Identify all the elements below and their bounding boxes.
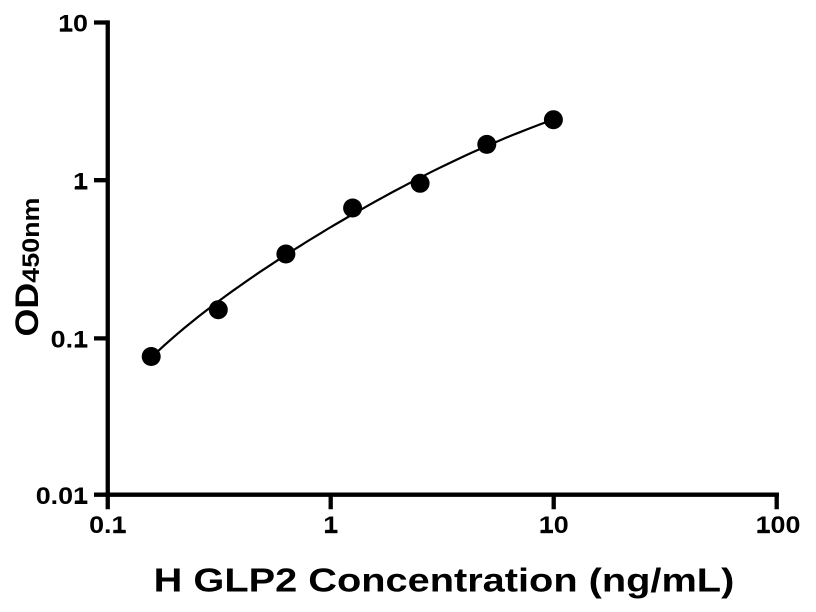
- svg-text:100: 100: [756, 512, 801, 538]
- svg-text:0.1: 0.1: [51, 327, 88, 353]
- svg-text:10: 10: [539, 512, 569, 538]
- svg-text:H GLP2 Concentration (ng/mL): H GLP2 Concentration (ng/mL): [154, 562, 735, 599]
- svg-text:0.01: 0.01: [36, 483, 88, 509]
- svg-text:10: 10: [58, 11, 88, 37]
- svg-text:1: 1: [323, 512, 338, 538]
- svg-text:1: 1: [73, 169, 88, 195]
- svg-text:0.1: 0.1: [89, 512, 126, 538]
